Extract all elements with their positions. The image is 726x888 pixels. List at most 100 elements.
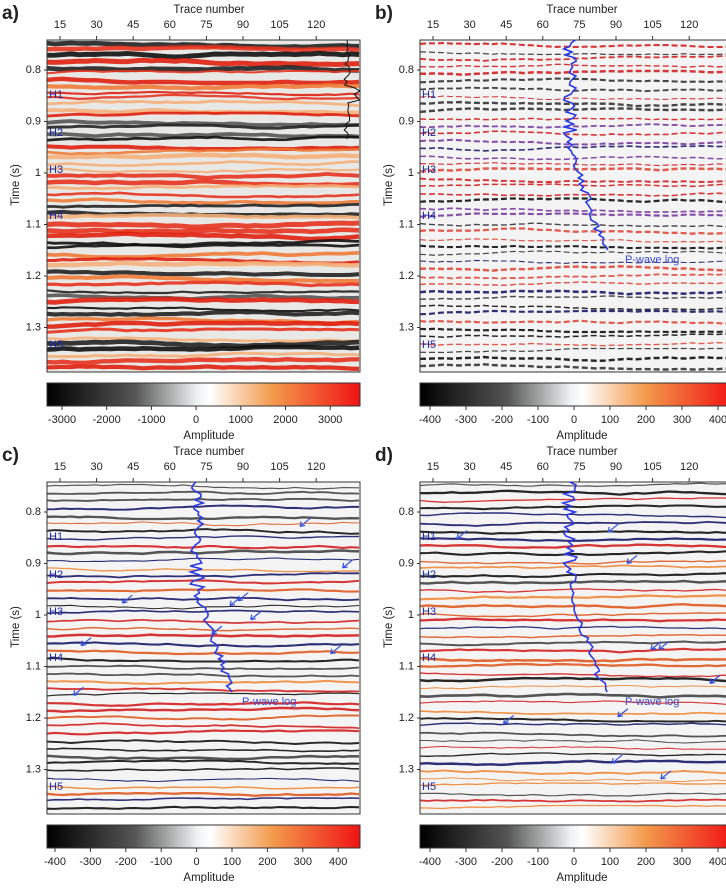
reflector — [46, 344, 360, 352]
reflector — [419, 238, 726, 243]
reflector — [47, 596, 360, 602]
section-background — [420, 40, 726, 372]
reflector — [419, 207, 726, 213]
x-axis-title: Trace number — [546, 446, 617, 458]
colorbar-tick-label: -300 — [455, 414, 477, 426]
y-tick-label: 0.8 — [26, 64, 41, 76]
y-tick-label: 0.8 — [26, 506, 41, 518]
reflector — [46, 90, 360, 97]
colorbar-title: Amplitude — [556, 430, 607, 442]
arrow — [80, 637, 92, 647]
colorbar-tick-label: 0 — [571, 856, 577, 868]
reflector — [46, 356, 359, 365]
reflector — [419, 162, 726, 167]
arrow — [650, 641, 662, 651]
y-axis-title: Time (s) — [10, 164, 22, 206]
horizon-label: H1 — [422, 89, 436, 101]
reflector — [46, 364, 360, 371]
colorbar-title: Amplitude — [183, 872, 234, 883]
reflector — [46, 567, 360, 573]
arrow — [456, 530, 468, 540]
panel: d) Trace number 15 30 45 60 75 90 105 120 Time (s)… — [375, 445, 726, 884]
reflector — [419, 537, 726, 542]
x-tick-label: 75 — [200, 19, 212, 31]
y-tick-label: 1.3 — [399, 763, 414, 775]
horizon-label: H2 — [422, 127, 436, 139]
x-tick-label: 60 — [537, 461, 549, 473]
panel: c) Trace number 15 30 45 60 75 90 105 120 Time (s)… — [2, 445, 361, 884]
x-tick-label: 30 — [90, 19, 102, 31]
arrow — [503, 715, 515, 725]
horizon-label: H3 — [422, 164, 436, 176]
reflector — [419, 792, 726, 797]
reflector — [419, 759, 726, 767]
reflector — [419, 250, 726, 256]
reflector — [419, 304, 726, 311]
colorbar-tick-label: -400 — [44, 856, 66, 868]
reflector — [419, 192, 726, 197]
p-wave-log — [561, 39, 609, 251]
reflector — [46, 250, 360, 259]
arrow — [121, 594, 133, 604]
reflector — [46, 767, 360, 772]
reflector — [419, 123, 726, 129]
reflector — [46, 131, 360, 139]
section-frame — [419, 39, 726, 373]
reflector — [419, 617, 726, 623]
reflector — [419, 117, 726, 121]
reflector — [419, 319, 726, 325]
colorbar-tick-label: 300 — [294, 856, 312, 868]
reflector — [46, 633, 360, 638]
reflector — [46, 99, 360, 108]
reflector — [46, 679, 360, 685]
reflector — [419, 273, 726, 280]
section-frame — [46, 39, 361, 373]
reflector — [419, 692, 726, 699]
colorbar-tick-label: -100 — [150, 856, 172, 868]
y-tick-label: 1.2 — [26, 712, 41, 724]
reflector — [419, 197, 726, 204]
horizon-label: H2 — [49, 569, 63, 581]
horizon-label: H5 — [422, 339, 436, 351]
reflector — [46, 296, 360, 305]
arrow — [237, 592, 249, 602]
reflector — [46, 785, 360, 790]
x-tick-label: 90 — [610, 461, 622, 473]
reflector — [419, 355, 726, 363]
arrow — [709, 674, 721, 684]
reflector — [46, 777, 360, 783]
reflector — [46, 351, 360, 358]
x-tick-label: 30 — [463, 461, 475, 473]
reflector — [419, 347, 726, 354]
reflector — [420, 739, 726, 744]
arrow — [211, 625, 223, 635]
y-tick-label: 1.3 — [399, 321, 414, 333]
reflector — [419, 86, 726, 93]
horizon-label: H1 — [422, 531, 436, 543]
reflector — [46, 483, 360, 490]
reflector — [46, 579, 360, 585]
reflector — [46, 722, 360, 730]
colorbar-tick-label: 3000 — [318, 414, 342, 426]
colorbar-tick-label: -200 — [491, 856, 513, 868]
horizon-label: H4 — [422, 652, 436, 664]
reflector — [419, 640, 726, 647]
reflector — [46, 797, 360, 802]
reflector — [419, 804, 726, 810]
seismic-section — [46, 39, 361, 373]
reflector — [46, 656, 360, 663]
reflector — [46, 692, 360, 697]
reflector — [46, 83, 360, 91]
y-axis-title: Time (s) — [10, 606, 22, 648]
reflector — [419, 647, 726, 654]
reflector — [419, 731, 726, 738]
x-tick-label: 120 — [680, 19, 698, 31]
reflector — [46, 664, 360, 670]
reflector — [46, 791, 360, 797]
reflector — [46, 197, 359, 205]
y-tick-label: 1.1 — [26, 660, 41, 672]
reflector — [419, 363, 726, 371]
reflector — [46, 754, 360, 761]
arrow — [330, 645, 342, 655]
x-tick-label: 75 — [200, 461, 212, 473]
